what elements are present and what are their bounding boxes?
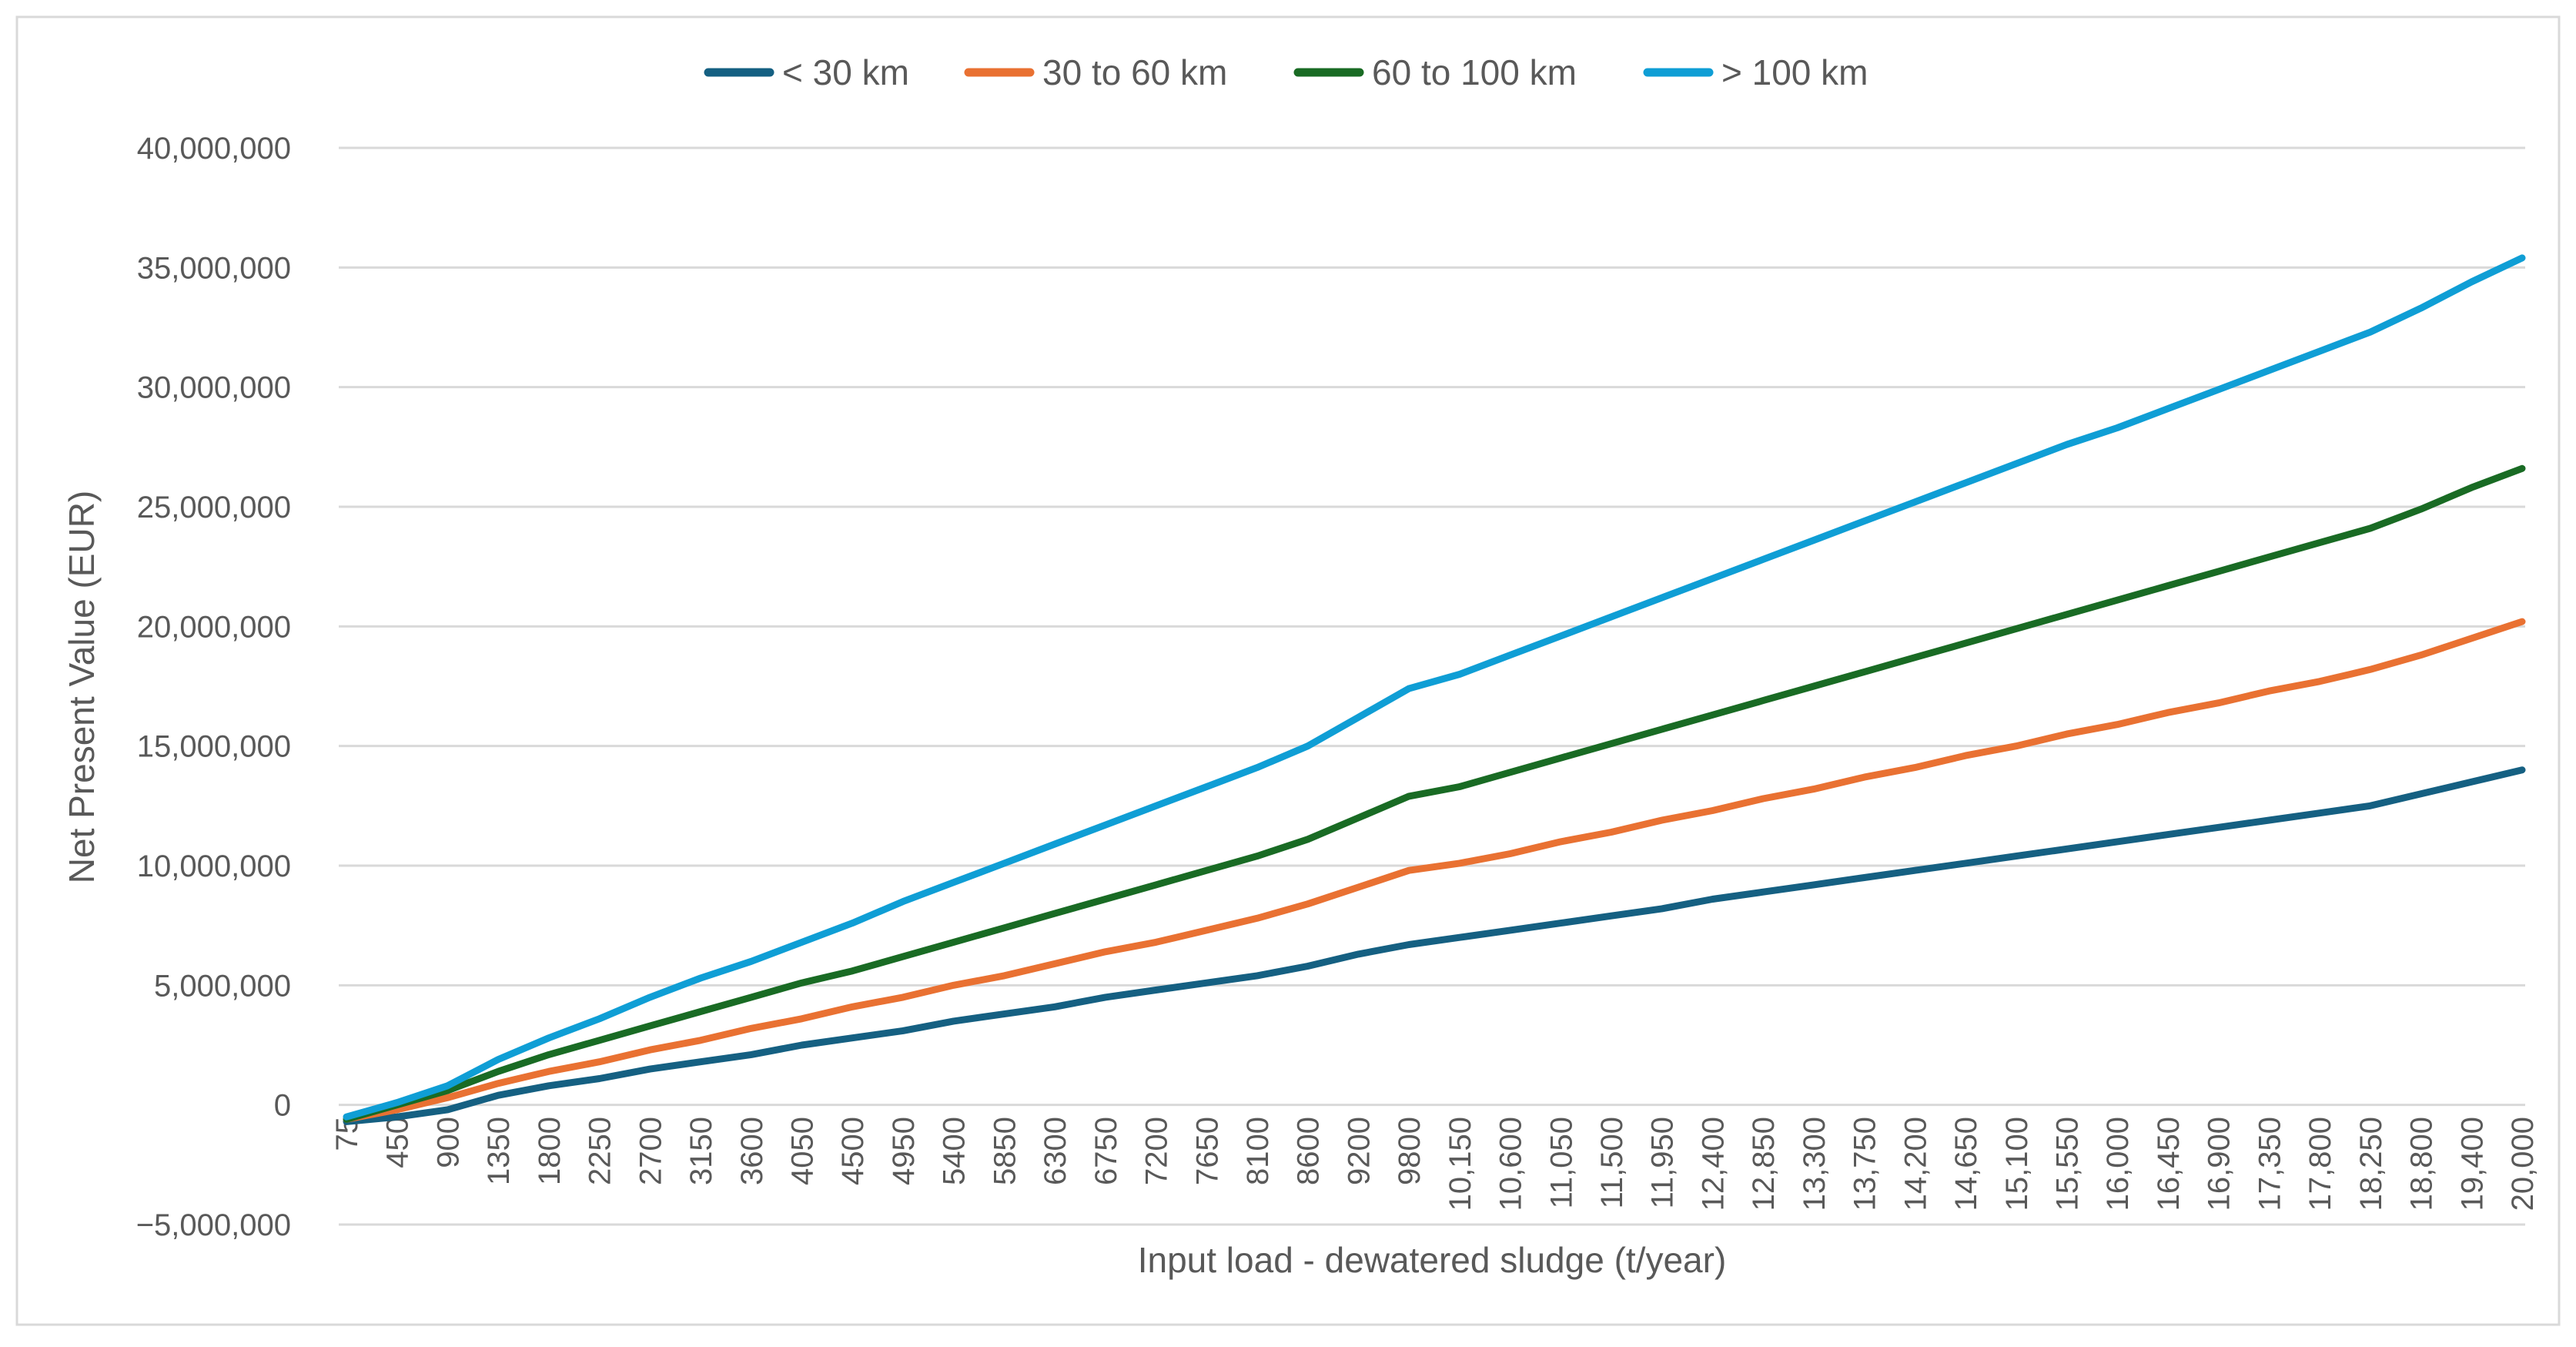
x-tick-label: 7200 xyxy=(1140,1117,1174,1185)
legend-item: 30 to 60 km xyxy=(964,52,1227,92)
x-tick-label: 9200 xyxy=(1342,1117,1376,1185)
x-tick-label: 4950 xyxy=(887,1117,921,1185)
x-tick-label: 7650 xyxy=(1190,1117,1224,1185)
x-tick-label: 19,400 xyxy=(2455,1117,2489,1211)
y-tick-label: 20,000,000 xyxy=(137,610,291,644)
y-tick-label: 35,000,000 xyxy=(137,251,291,285)
x-tick-label: 2250 xyxy=(584,1117,617,1185)
legend-item: > 100 km xyxy=(1643,52,1868,92)
x-tick-label: 1350 xyxy=(482,1117,516,1185)
series-line-30-to-60-km xyxy=(343,618,2526,1123)
x-tick-label: 10,600 xyxy=(1494,1117,1528,1211)
y-tick-label: 25,000,000 xyxy=(137,491,291,524)
series-lines xyxy=(343,254,2526,1125)
legend-label: 30 to 60 km xyxy=(1042,52,1227,92)
series-line--30-km xyxy=(343,766,2526,1125)
y-tick-label: −5,000,000 xyxy=(136,1208,291,1242)
x-tick-label: 18,250 xyxy=(2354,1117,2388,1211)
y-tick-label: 40,000,000 xyxy=(137,132,291,166)
x-tick-label: 13,750 xyxy=(1848,1117,1882,1211)
x-tick-label: 17,350 xyxy=(2253,1117,2287,1211)
x-tick-label: 11,050 xyxy=(1544,1117,1578,1208)
x-tick-label: 12,400 xyxy=(1696,1117,1730,1211)
chart-border xyxy=(15,15,2561,1326)
legend: < 30 km 30 to 60 km 60 to 100 km > 100 km xyxy=(704,52,1868,92)
x-tick-label: 11,500 xyxy=(1595,1117,1629,1208)
x-tick-label: 16,450 xyxy=(2152,1117,2186,1211)
x-axis-title: Input load - dewatered sludge (t/year) xyxy=(1138,1240,1727,1280)
series-line--100-km xyxy=(343,254,2526,1121)
x-tick-label: 3150 xyxy=(684,1117,718,1185)
gridlines xyxy=(339,146,2525,1226)
y-tick-label: 30,000,000 xyxy=(137,371,291,405)
y-tick-label: 10,000,000 xyxy=(137,849,291,883)
x-tick-label: 6300 xyxy=(1039,1117,1072,1185)
x-tick-label: 5850 xyxy=(988,1117,1022,1185)
y-axis-title: Net Present Value (EUR) xyxy=(62,491,102,883)
x-tick-label: 1800 xyxy=(533,1117,567,1185)
x-tick-label: 14,200 xyxy=(1899,1117,1932,1211)
x-tick-label: 8600 xyxy=(1292,1117,1326,1185)
x-axis: 75 450 900 1350 1800 2250 2700 3150 3600 4050 4500… xyxy=(330,1117,2540,1211)
x-tick-label: 2700 xyxy=(634,1117,667,1185)
x-tick-label: 11,950 xyxy=(1646,1117,1680,1208)
x-tick-label: 5400 xyxy=(938,1117,972,1185)
x-tick-label: 10,150 xyxy=(1444,1117,1477,1211)
y-tick-label: 5,000,000 xyxy=(154,969,291,1003)
x-tick-label: 15,550 xyxy=(2051,1117,2085,1211)
x-tick-label: 450 xyxy=(381,1117,415,1168)
x-tick-label: 16,000 xyxy=(2101,1117,2135,1211)
x-tick-label: 18,800 xyxy=(2405,1117,2439,1211)
series-line-60-to-100-km xyxy=(343,464,2526,1123)
x-tick-label: 6750 xyxy=(1089,1117,1123,1185)
x-tick-label: 4500 xyxy=(836,1117,870,1185)
y-tick-label: 15,000,000 xyxy=(137,730,291,764)
x-tick-label: 12,850 xyxy=(1747,1117,1781,1211)
x-tick-label: 8100 xyxy=(1241,1117,1275,1185)
x-tick-label: 20,000 xyxy=(2506,1117,2540,1211)
y-axis: −5,000,000 0 5,000,000 10,000,000 15,000,000… xyxy=(136,132,291,1242)
x-tick-label: 16,900 xyxy=(2203,1117,2236,1211)
x-tick-label: 13,300 xyxy=(1798,1117,1832,1211)
x-tick-label: 15,100 xyxy=(2000,1117,2034,1211)
x-tick-label: 14,650 xyxy=(1949,1117,1983,1211)
y-tick-label: 0 xyxy=(274,1089,291,1123)
x-tick-label: 3600 xyxy=(735,1117,769,1185)
legend-label: < 30 km xyxy=(782,52,909,92)
x-tick-label: 4050 xyxy=(785,1117,819,1185)
x-tick-label: 900 xyxy=(431,1117,465,1168)
x-tick-label: 17,800 xyxy=(2303,1117,2337,1211)
legend-item: 60 to 100 km xyxy=(1293,52,1577,92)
legend-item: < 30 km xyxy=(704,52,909,92)
legend-label: 60 to 100 km xyxy=(1372,52,1577,92)
x-tick-label: 9800 xyxy=(1393,1117,1427,1185)
legend-label: > 100 km xyxy=(1721,52,1868,92)
